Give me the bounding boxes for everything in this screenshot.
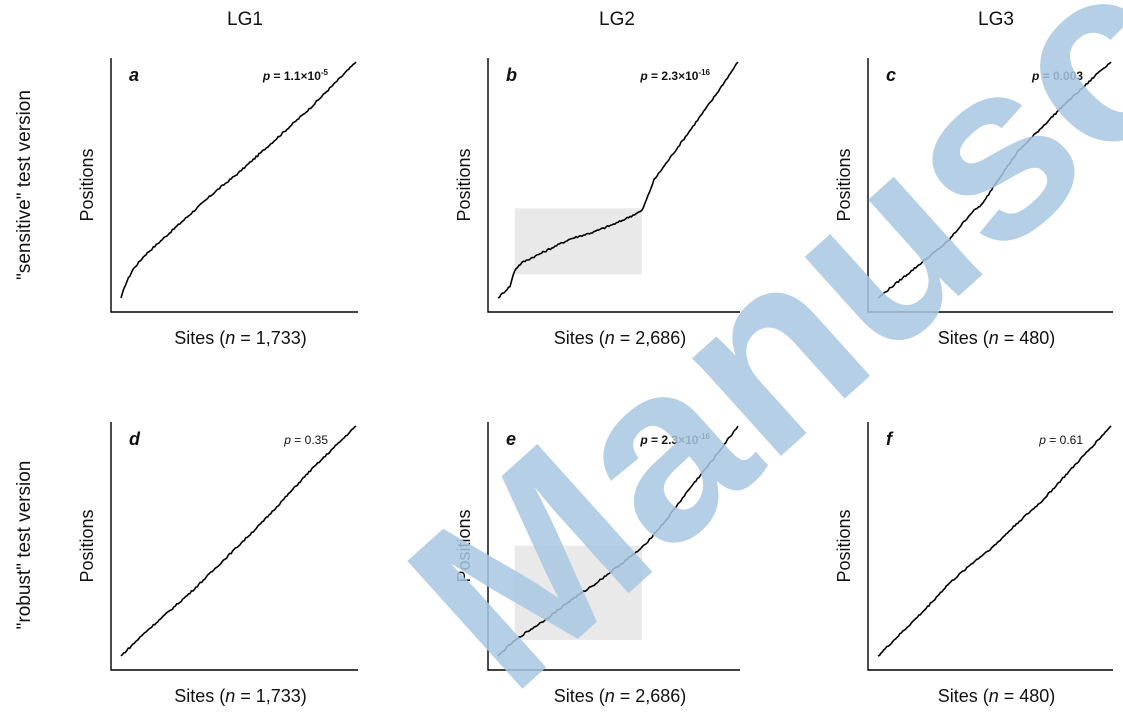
series-line [497, 61, 739, 299]
panel-c: c p = 0.003 Positions Sites (n = 480) [834, 58, 1113, 348]
p-symbol: p [283, 433, 291, 447]
y-axis-label: Positions [454, 509, 474, 582]
p-value-label: p = 0.003 [1031, 69, 1083, 83]
watermark-text: Manuscript [359, 0, 1123, 719]
y-axis-label: Positions [77, 509, 97, 582]
panel-letter: d [129, 429, 141, 449]
panel-letter: a [129, 65, 139, 85]
p-number: = 2.3×10 [648, 69, 699, 83]
x-axis-label: Sites (n = 1,733) [174, 686, 307, 706]
x-axis-label: Sites (n = 480) [938, 686, 1056, 706]
p-symbol: p [1031, 69, 1039, 83]
x-axis-label: Sites (n = 1,733) [174, 328, 307, 348]
p-symbol: p [639, 69, 647, 83]
series-line [120, 61, 357, 299]
p-symbol: p [262, 69, 270, 83]
axis-lines [867, 422, 1113, 671]
p-number: = 0.35 [291, 433, 328, 447]
p-symbol: p [1038, 433, 1046, 447]
p-exponent: -16 [698, 68, 710, 77]
x-axis-label: Sites (n = 480) [938, 328, 1056, 348]
p-number: = 0.003 [1039, 69, 1083, 83]
p-number: = 2.3×10 [648, 433, 699, 447]
p-exponent: -5 [321, 68, 329, 77]
axis-lines [487, 58, 740, 313]
row-title-sensitive: "sensitive" test version [14, 90, 35, 280]
panel-d: d p = 0.35 Positions Sites (n = 1,733) [77, 422, 358, 706]
panel-letter: b [506, 65, 517, 85]
column-title-lg3: LG3 [978, 9, 1014, 30]
p-value-label: p = 2.3×10-16 [639, 68, 710, 83]
shaded-region [514, 545, 642, 640]
column-title-lg2: LG2 [599, 9, 635, 30]
p-symbol: p [639, 433, 647, 447]
y-axis-label: Positions [77, 148, 97, 221]
p-number: = 0.61 [1046, 433, 1083, 447]
p-exponent: -16 [698, 432, 710, 441]
p-value-label: p = 1.1×10-5 [262, 68, 329, 83]
axis-lines [110, 422, 358, 671]
x-axis-label: Sites (n = 2,686) [554, 686, 687, 706]
series-line [120, 425, 357, 657]
panel-a: a p = 1.1×10-5 Positions Sites (n = 1,733) [77, 58, 358, 348]
y-axis-label: Positions [834, 148, 854, 221]
p-value-label: p = 0.61 [1038, 433, 1083, 447]
panel-e: e p = 2.3×10-16 Positions Sites (n = 2,686) [454, 422, 740, 706]
p-value-label: p = 2.3×10-16 [639, 432, 710, 447]
column-title-lg1: LG1 [227, 9, 263, 30]
watermark: Manuscript [359, 0, 1123, 719]
axis-lines [487, 422, 740, 671]
series-line [497, 425, 739, 657]
p-number: = 1.1×10 [270, 69, 321, 83]
series-line [877, 61, 1112, 299]
y-axis-label: Positions [834, 509, 854, 582]
row-title-robust: "robust" test version [14, 461, 35, 630]
panel-letter: f [886, 429, 894, 449]
axis-lines [110, 58, 358, 313]
series-line [877, 425, 1112, 657]
axis-lines [867, 58, 1113, 313]
panel-b: b p = 2.3×10-16 Positions Sites (n = 2,686) [454, 58, 740, 348]
panel-f: f p = 0.61 Positions Sites (n = 480) [834, 422, 1113, 706]
panels: a p = 1.1×10-5 Positions Sites (n = 1,733) b… [77, 58, 1113, 706]
y-axis-label: Positions [454, 148, 474, 221]
panel-letter: c [886, 65, 896, 85]
shaded-region [514, 208, 642, 275]
panel-letter: e [506, 429, 516, 449]
p-value-label: p = 0.35 [283, 433, 328, 447]
x-axis-label: Sites (n = 2,686) [554, 328, 687, 348]
